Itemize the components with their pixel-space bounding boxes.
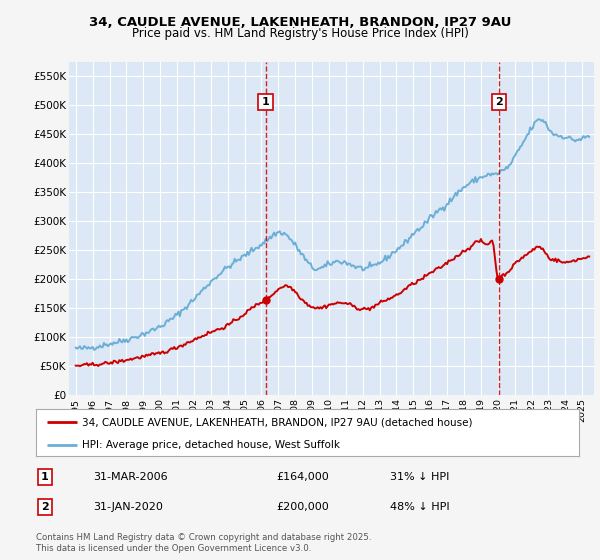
Text: 2: 2 xyxy=(41,502,49,512)
Text: 48% ↓ HPI: 48% ↓ HPI xyxy=(390,502,449,512)
Text: Price paid vs. HM Land Registry's House Price Index (HPI): Price paid vs. HM Land Registry's House … xyxy=(131,27,469,40)
Text: 2: 2 xyxy=(496,97,503,107)
Text: £164,000: £164,000 xyxy=(276,472,329,482)
Text: HPI: Average price, detached house, West Suffolk: HPI: Average price, detached house, West… xyxy=(82,440,340,450)
Text: Contains HM Land Registry data © Crown copyright and database right 2025.
This d: Contains HM Land Registry data © Crown c… xyxy=(36,533,371,553)
Text: 1: 1 xyxy=(262,97,269,107)
Text: £200,000: £200,000 xyxy=(276,502,329,512)
Text: 31-MAR-2006: 31-MAR-2006 xyxy=(93,472,167,482)
Text: 31-JAN-2020: 31-JAN-2020 xyxy=(93,502,163,512)
Text: 1: 1 xyxy=(41,472,49,482)
Text: 34, CAUDLE AVENUE, LAKENHEATH, BRANDON, IP27 9AU (detached house): 34, CAUDLE AVENUE, LAKENHEATH, BRANDON, … xyxy=(82,417,473,427)
Text: 34, CAUDLE AVENUE, LAKENHEATH, BRANDON, IP27 9AU: 34, CAUDLE AVENUE, LAKENHEATH, BRANDON, … xyxy=(89,16,511,29)
Text: 31% ↓ HPI: 31% ↓ HPI xyxy=(390,472,449,482)
